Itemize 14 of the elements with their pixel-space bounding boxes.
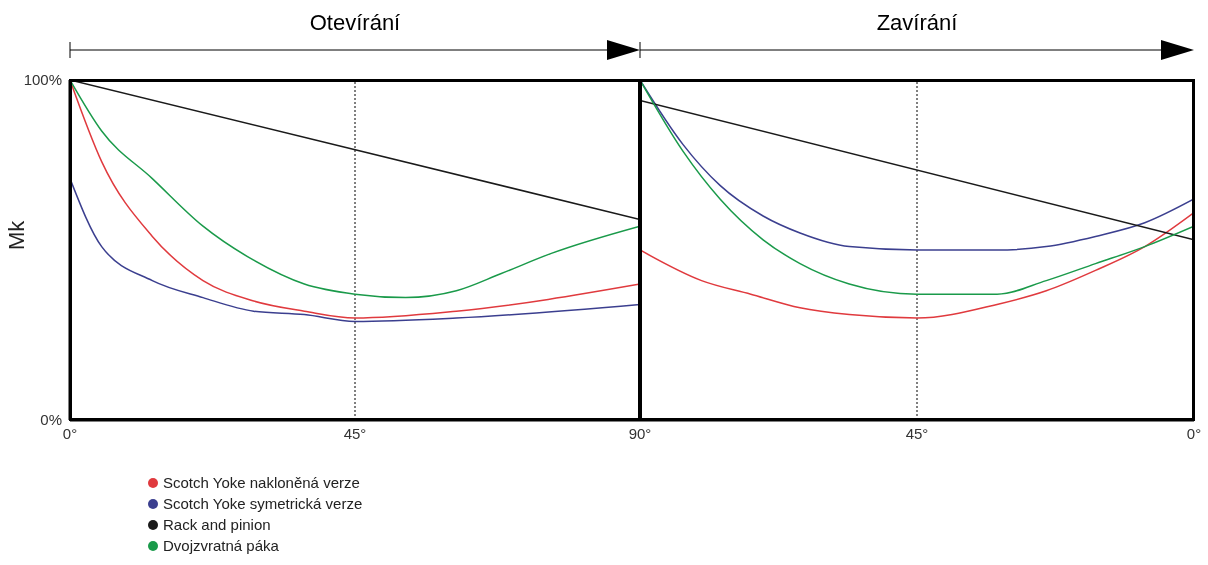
x-tick-label: 45° [905,424,929,442]
x-tick-label: 45° [343,424,367,442]
legend-label: Dvojzvratná páka [163,536,279,556]
y-tick-label: 100% [23,71,62,89]
x-tick-label: 90° [628,424,652,442]
x-tick-label: 0° [62,424,78,442]
y-axis-title: Mk [3,219,29,250]
legend-label: Scotch Yoke symetrická verze [163,494,363,514]
y-tick-label: 0% [40,411,62,429]
chart-title: Otevírání [308,10,402,36]
legend-label: Scotch Yoke nakloněná verze [163,473,360,493]
chart-title: Zavírání [875,10,959,36]
x-tick-label: 0° [1186,424,1202,442]
legend-label: Rack and pinion [163,515,271,535]
